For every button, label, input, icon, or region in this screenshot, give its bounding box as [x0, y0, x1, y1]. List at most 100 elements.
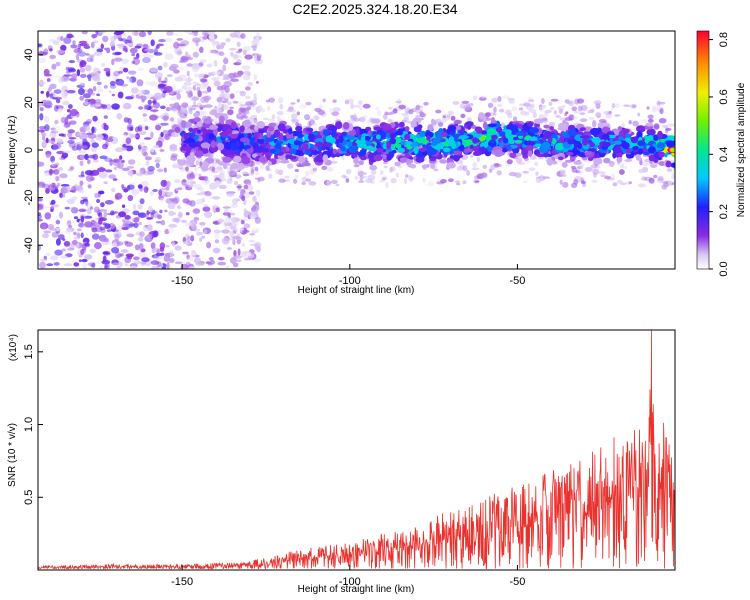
spectrogram-cell [498, 108, 505, 113]
spectrogram-cell [90, 138, 95, 143]
spectrogram-cell [509, 152, 517, 159]
spectrogram-cell [192, 208, 201, 214]
spectrogram-cell [79, 67, 86, 73]
spectrogram-cell [155, 45, 160, 49]
spectrogram-cell [113, 57, 123, 62]
spectrogram-cell [426, 135, 431, 141]
spectrogram-cell [78, 222, 85, 228]
spectrogram-cell [408, 176, 414, 183]
spectrogram-cell [53, 89, 62, 94]
spectrogram-cell [196, 231, 204, 235]
spectrogram-cell [268, 173, 273, 179]
spectrogram-cell [216, 166, 224, 171]
spectrogram-cell [456, 182, 461, 186]
spectrogram-cell [219, 169, 225, 176]
spectrogram-cell [180, 106, 187, 112]
spectrogram-cell [48, 183, 56, 191]
spectrogram-cell [137, 212, 147, 218]
spectrogram-cell [478, 112, 485, 120]
spectrogram-cell [61, 90, 68, 99]
spectrogram-cell [199, 237, 203, 242]
spectrogram-cell [73, 216, 79, 220]
spectrogram-cell [211, 170, 219, 173]
spectrogram-cell [115, 78, 125, 86]
spectrogram-cell [630, 136, 639, 144]
spectrogram-cell [226, 191, 235, 197]
spectrogram-cell [476, 156, 480, 163]
spectrogram-cell [375, 134, 381, 140]
spectrogram-cell [42, 206, 51, 209]
spectrogram-cell [546, 157, 554, 166]
spectrogram-cell [78, 209, 87, 212]
spectrogram-cell [95, 46, 102, 49]
spectrogram-cell [610, 108, 614, 111]
spectrogram-cell [487, 123, 497, 128]
spectrogram-cell [350, 114, 354, 121]
spectrogram-cell [93, 40, 99, 44]
spectrogram-cell [199, 222, 206, 226]
spectrogram-cell [616, 179, 623, 184]
spectrogram-cell [180, 146, 191, 152]
spectrogram-cell [149, 54, 154, 59]
spectrogram-cell [568, 100, 575, 107]
spectrogram-cell [162, 129, 169, 135]
spectrogram-cell [518, 107, 524, 111]
spectrogram-cell [279, 103, 284, 110]
spectrogram-cell [203, 207, 210, 211]
spectrogram-cell [193, 172, 198, 176]
spectrogram-cell [143, 145, 147, 149]
spectrogram-cell [92, 48, 98, 52]
spectrogram-cell [611, 102, 616, 109]
spectrogram-cell [113, 166, 117, 171]
spectrogram-cell [294, 168, 299, 173]
spectrogram-cell [190, 235, 195, 242]
spectrogram-cell [294, 174, 299, 179]
spectrogram-cell [200, 78, 208, 83]
spectrogram-cell [126, 233, 135, 238]
spectrogram-cell [180, 169, 186, 173]
spectrogram-cell [102, 143, 108, 150]
spectrogram-cell [348, 145, 359, 153]
spectrogram-cell [104, 265, 108, 269]
spectrogram-cell [435, 109, 442, 114]
spectrogram-cell [79, 180, 84, 186]
spectrogram-cell [222, 148, 232, 156]
spectrogram-cell [502, 95, 510, 99]
spectrogram-cell [236, 41, 241, 47]
spectrogram-cell [564, 99, 570, 104]
spectrogram-cell [666, 168, 673, 172]
spectrogram-cell [93, 51, 103, 56]
spectrogram-cell [72, 40, 76, 45]
spectrogram-cell [518, 135, 524, 139]
spectrogram-cell [53, 96, 63, 100]
spectrogram-cell [224, 93, 232, 99]
spectrogram-cell [241, 65, 251, 71]
spectrogram-cell [131, 61, 136, 64]
snr-y-tick-label: 1.0 [23, 417, 35, 432]
spectrogram-cell [652, 105, 658, 111]
spectrogram-cell [83, 215, 93, 219]
spectrogram-cell [231, 221, 236, 228]
spectrogram-cell [648, 146, 656, 154]
spectrogram-cell [204, 95, 210, 103]
spectrogram-cell [332, 107, 341, 113]
spectrogram-cell [243, 251, 252, 254]
spectrogram-cell [505, 109, 512, 115]
spectrogram-cell [233, 255, 243, 259]
spectrogram-cell [375, 106, 380, 111]
spectrogram-cell [519, 103, 526, 107]
spectrogram-cell [232, 262, 239, 268]
spectrogram-cell [192, 66, 200, 73]
spectrogram-cell [165, 180, 171, 188]
spectrogram-cell [44, 171, 51, 177]
spectrogram-cell [648, 154, 655, 162]
spectrogram-cell [38, 43, 43, 47]
spectrogram-cell [147, 99, 152, 106]
spectrogram-cell [90, 169, 100, 176]
spectrogram-cell [276, 116, 281, 120]
spectrogram-cell [224, 216, 231, 224]
spectrogram-cell [398, 121, 405, 128]
spectrogram-cell [203, 229, 208, 234]
spectrogram-cell [193, 112, 200, 118]
spectrogram-cell [127, 77, 133, 84]
